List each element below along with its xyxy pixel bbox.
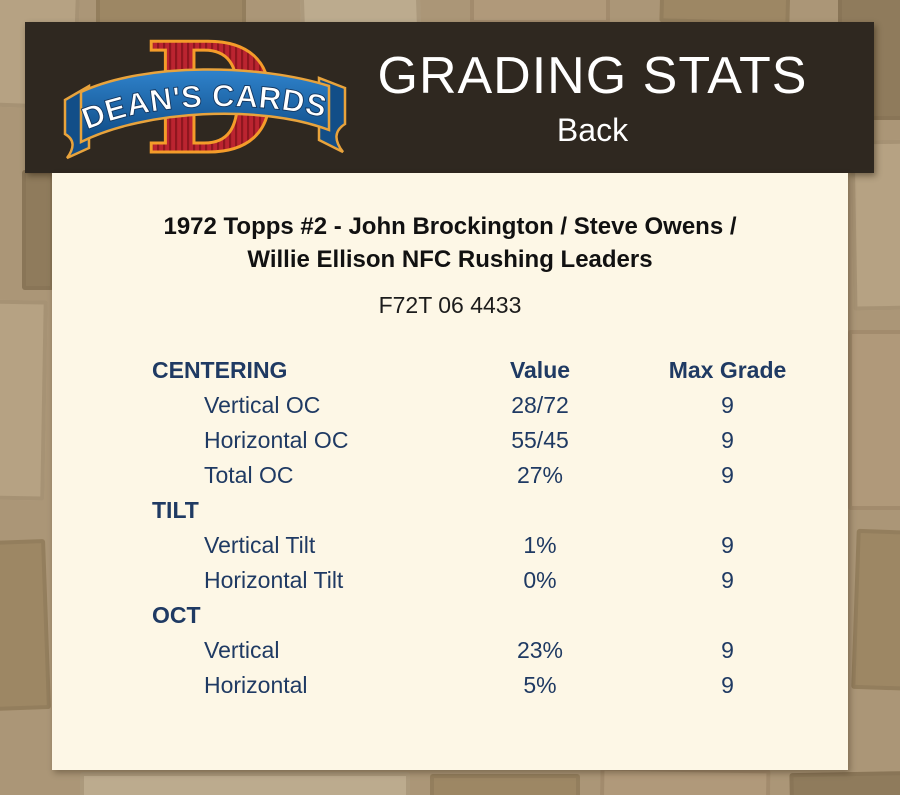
grading-stats-table: CENTERING Value Max Grade Vertical OC 28… bbox=[52, 353, 848, 703]
table-row: Vertical Tilt 1% 9 bbox=[52, 528, 848, 563]
row-label: Total OC bbox=[204, 462, 294, 488]
row-label: Vertical bbox=[204, 637, 280, 663]
table-row: Vertical OC 28/72 9 bbox=[52, 388, 848, 423]
table-row: Total OC 27% 9 bbox=[52, 458, 848, 493]
background-card bbox=[430, 774, 580, 795]
row-max-grade: 9 bbox=[721, 392, 734, 418]
section-label-centering: CENTERING bbox=[152, 357, 288, 383]
row-label: Vertical OC bbox=[204, 392, 321, 418]
column-header-value: Value bbox=[509, 357, 571, 383]
row-max-grade: 9 bbox=[721, 567, 734, 593]
background-card bbox=[848, 330, 900, 510]
row-value: 55/45 bbox=[511, 427, 569, 453]
card-serial-number: F72T 06 4433 bbox=[378, 292, 522, 318]
section-label-oct: OCT bbox=[152, 602, 201, 628]
card-title-line1: 1972 Topps #2 - John Brockington / Steve… bbox=[163, 213, 737, 240]
card-title-line2: Willie Ellison NFC Rushing Leaders bbox=[247, 246, 653, 273]
row-label: Horizontal OC bbox=[204, 427, 349, 453]
table-row: Vertical 23% 9 bbox=[52, 633, 848, 668]
row-value: 1% bbox=[523, 532, 557, 558]
background-card bbox=[0, 539, 51, 711]
card-title: 1972 Topps #2 - John Brockington / Steve… bbox=[52, 210, 848, 276]
header-titles: GRADING STATS Back bbox=[345, 46, 874, 148]
row-label: Horizontal bbox=[204, 672, 308, 698]
row-value: 5% bbox=[523, 672, 557, 698]
row-label: Horizontal Tilt bbox=[204, 567, 344, 593]
row-max-grade: 9 bbox=[721, 427, 734, 453]
row-value: 27% bbox=[516, 462, 564, 488]
background-card bbox=[851, 528, 900, 692]
row-value: 0% bbox=[523, 567, 557, 593]
section-label-tilt: TILT bbox=[152, 497, 199, 523]
column-header-max-grade: Max Grade bbox=[668, 357, 787, 383]
deans-cards-logo: D DEAN'S CARDS bbox=[25, 25, 347, 173]
table-row: Horizontal Tilt 0% 9 bbox=[52, 563, 848, 598]
table-header-row: CENTERING Value Max Grade bbox=[52, 353, 848, 388]
row-max-grade: 9 bbox=[721, 637, 734, 663]
row-max-grade: 9 bbox=[721, 462, 734, 488]
background-card bbox=[470, 0, 610, 24]
header-bar: D DEAN'S CARDS GRADING STATS Back bbox=[25, 22, 874, 173]
background-card bbox=[599, 766, 771, 795]
row-value: 23% bbox=[516, 637, 564, 663]
background-card bbox=[0, 299, 48, 501]
table-section-row: OCT bbox=[52, 598, 848, 633]
deans-cards-logo-graphic: D DEAN'S CARDS bbox=[63, 28, 347, 173]
row-label: Vertical Tilt bbox=[204, 532, 316, 558]
background-card bbox=[80, 772, 410, 795]
grading-stats-panel: 1972 Topps #2 - John Brockington / Steve… bbox=[52, 173, 848, 770]
table-row: Horizontal 5% 9 bbox=[52, 668, 848, 703]
table-section-row: TILT bbox=[52, 493, 848, 528]
table-row: Horizontal OC 55/45 9 bbox=[52, 423, 848, 458]
page-subtitle: Back bbox=[556, 111, 629, 148]
background-card bbox=[789, 770, 900, 795]
row-max-grade: 9 bbox=[721, 672, 734, 698]
row-value: 28/72 bbox=[511, 392, 569, 418]
page-title: GRADING STATS bbox=[377, 47, 808, 106]
row-max-grade: 9 bbox=[721, 532, 734, 558]
background-card bbox=[22, 170, 54, 290]
